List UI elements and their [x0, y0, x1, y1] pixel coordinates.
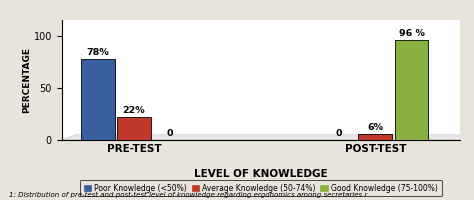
Legend: Poor Knowledge (<50%), Average Knowledge (50-74%), Good Knowledge (75-100%): Poor Knowledge (<50%), Average Knowledge…: [80, 180, 442, 196]
Text: 0: 0: [167, 129, 173, 138]
Text: LEVEL OF KNOWLEDGE: LEVEL OF KNOWLEDGE: [194, 169, 328, 179]
Bar: [358, 134, 392, 140]
Text: 0: 0: [336, 129, 342, 138]
Polygon shape: [62, 135, 474, 140]
Text: 96 %: 96 %: [399, 29, 424, 38]
Text: 6%: 6%: [367, 123, 383, 132]
Bar: [117, 117, 151, 140]
Text: 78%: 78%: [86, 48, 109, 57]
Text: 1: Distribution of pre-test and post-test level of knowledge regarding ergonomic: 1: Distribution of pre-test and post-tes…: [9, 192, 368, 198]
Bar: [395, 40, 428, 140]
Text: 22%: 22%: [123, 106, 146, 115]
Y-axis label: PERCENTAGE: PERCENTAGE: [22, 47, 31, 113]
Bar: [81, 59, 115, 140]
